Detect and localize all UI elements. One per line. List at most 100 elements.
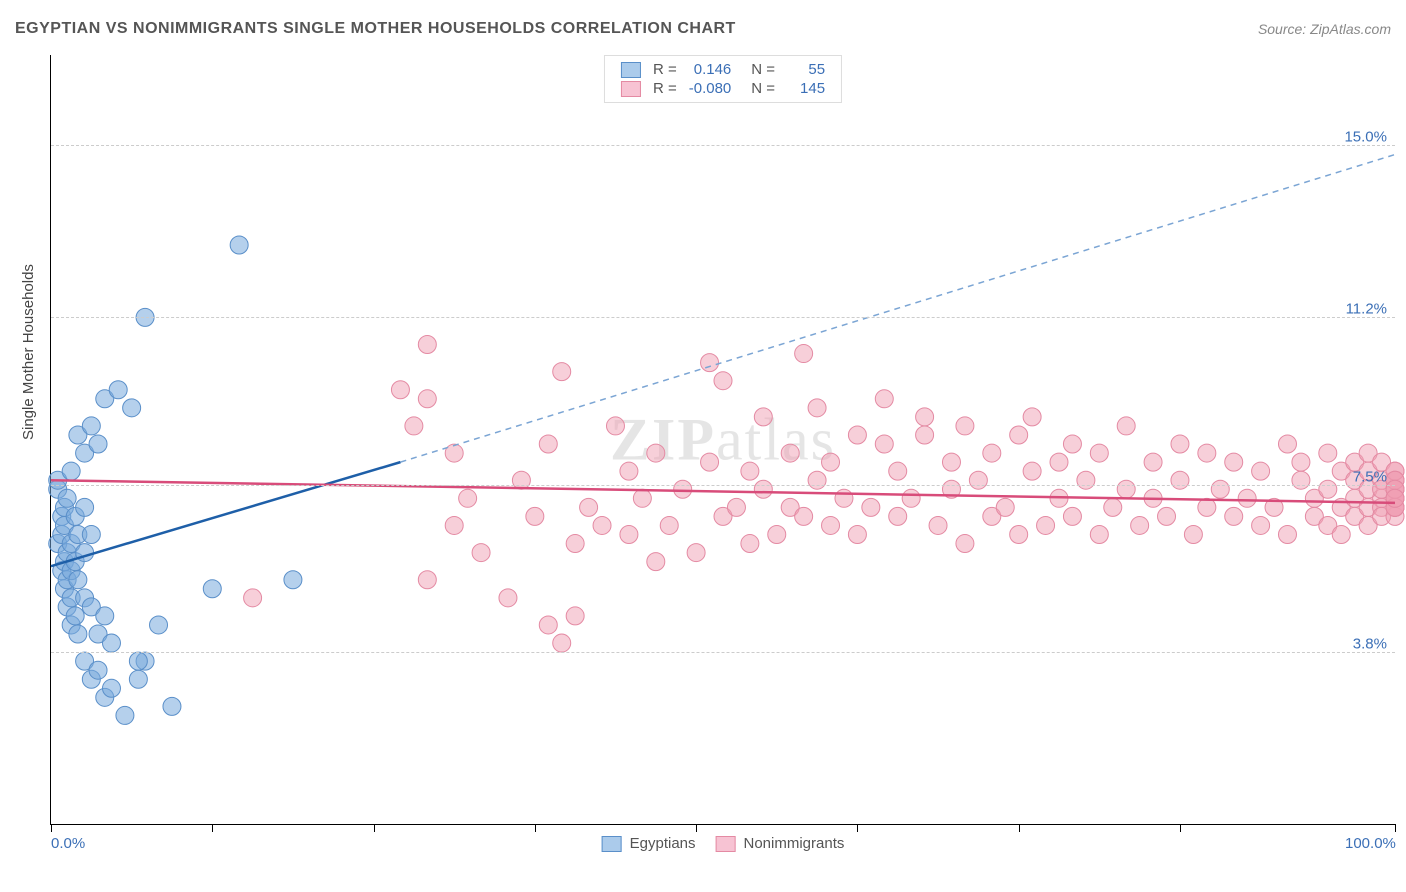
legend-swatch: [716, 836, 736, 852]
scatter-point: [1386, 489, 1404, 507]
scatter-point: [163, 697, 181, 715]
scatter-point: [808, 471, 826, 489]
scatter-point: [969, 471, 987, 489]
stats-legend: R =0.146N =55R =-0.080N =145: [604, 55, 842, 103]
stat-n-value: 145: [781, 79, 831, 98]
legend-series-name: Egyptians: [630, 835, 696, 852]
scatter-point: [1158, 507, 1176, 525]
x-tick: [1395, 824, 1396, 832]
x-tick: [535, 824, 536, 832]
scatter-point: [539, 435, 557, 453]
scatter-point: [606, 417, 624, 435]
scatter-point: [647, 553, 665, 571]
scatter-point: [244, 589, 262, 607]
stat-n-label: N =: [737, 60, 781, 79]
scatter-point: [795, 507, 813, 525]
scatter-point: [1117, 417, 1135, 435]
scatter-point: [1292, 471, 1310, 489]
scatter-point: [58, 489, 76, 507]
scatter-point: [580, 498, 598, 516]
scatter-point: [526, 507, 544, 525]
scatter-point: [418, 390, 436, 408]
scatter-point: [1225, 453, 1243, 471]
scatter-point: [1198, 444, 1216, 462]
scatter-point: [768, 525, 786, 543]
scatter-point: [150, 616, 168, 634]
scatter-point: [754, 480, 772, 498]
gridline-h: [51, 145, 1395, 146]
scatter-point: [1171, 471, 1189, 489]
scatter-point: [459, 489, 477, 507]
scatter-point: [1211, 480, 1229, 498]
x-tick: [212, 824, 213, 832]
scatter-point: [727, 498, 745, 516]
y-tick-label: 15.0%: [1344, 129, 1387, 146]
legend-swatch: [621, 81, 641, 97]
gridline-h: [51, 317, 1395, 318]
x-tick-label: 100.0%: [1345, 835, 1396, 852]
x-tick: [696, 824, 697, 832]
scatter-point: [781, 444, 799, 462]
scatter-point: [1023, 462, 1041, 480]
scatter-point: [701, 453, 719, 471]
scatter-point: [62, 462, 80, 480]
scatter-point: [889, 507, 907, 525]
stats-legend-row: R =0.146N =55: [615, 60, 831, 79]
scatter-point: [714, 372, 732, 390]
scatter-point: [89, 661, 107, 679]
gridline-h: [51, 652, 1395, 653]
scatter-point: [1144, 453, 1162, 471]
scatter-point: [741, 462, 759, 480]
x-tick: [51, 824, 52, 832]
scatter-point: [418, 336, 436, 354]
scatter-point: [1131, 516, 1149, 534]
chart-title: EGYPTIAN VS NONIMMIGRANTS SINGLE MOTHER …: [15, 20, 736, 38]
scatter-point: [1278, 435, 1296, 453]
scatter-point: [848, 525, 866, 543]
stat-r-label: R =: [647, 60, 683, 79]
scatter-point: [553, 363, 571, 381]
stat-r-label: R =: [647, 79, 683, 98]
trend-line-extrapolated: [400, 155, 1395, 463]
scatter-point: [1063, 507, 1081, 525]
scatter-point: [1319, 444, 1337, 462]
scatter-point: [418, 571, 436, 589]
scatter-point: [620, 525, 638, 543]
scatter-point: [822, 453, 840, 471]
scatter-point: [566, 535, 584, 553]
scatter-point: [82, 417, 100, 435]
scatter-point: [539, 616, 557, 634]
scatter-point: [129, 670, 147, 688]
x-tick-label: 0.0%: [51, 835, 85, 852]
stat-n-label: N =: [737, 79, 781, 98]
scatter-point: [1278, 525, 1296, 543]
bottom-legend-item: Nonimmigrants: [716, 835, 845, 852]
scatter-point: [1010, 525, 1028, 543]
scatter-point: [916, 408, 934, 426]
scatter-point: [916, 426, 934, 444]
scatter-point: [1037, 516, 1055, 534]
scatter-point: [89, 435, 107, 453]
scatter-point: [835, 489, 853, 507]
scatter-point: [391, 381, 409, 399]
x-tick: [1180, 824, 1181, 832]
scatter-point: [102, 634, 120, 652]
scatter-point: [116, 706, 134, 724]
scatter-point: [1319, 480, 1337, 498]
scatter-point: [1090, 444, 1108, 462]
scatter-point: [701, 354, 719, 372]
scatter-point: [96, 607, 114, 625]
scatter-point: [66, 607, 84, 625]
scatter-point: [1063, 435, 1081, 453]
scatter-point: [822, 516, 840, 534]
scatter-point: [1090, 525, 1108, 543]
scatter-point: [499, 589, 517, 607]
legend-swatch: [602, 836, 622, 852]
scatter-point: [69, 571, 87, 589]
scatter-point: [1050, 453, 1068, 471]
scatter-point: [674, 480, 692, 498]
y-axis-title: Single Mother Households: [20, 264, 37, 440]
legend-series-name: Nonimmigrants: [744, 835, 845, 852]
scatter-point: [69, 625, 87, 643]
bottom-legend: Egyptians Nonimmigrants: [602, 835, 845, 852]
